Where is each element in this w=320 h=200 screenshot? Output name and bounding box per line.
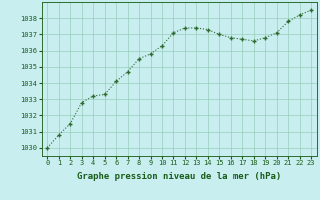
X-axis label: Graphe pression niveau de la mer (hPa): Graphe pression niveau de la mer (hPa) xyxy=(77,172,281,181)
